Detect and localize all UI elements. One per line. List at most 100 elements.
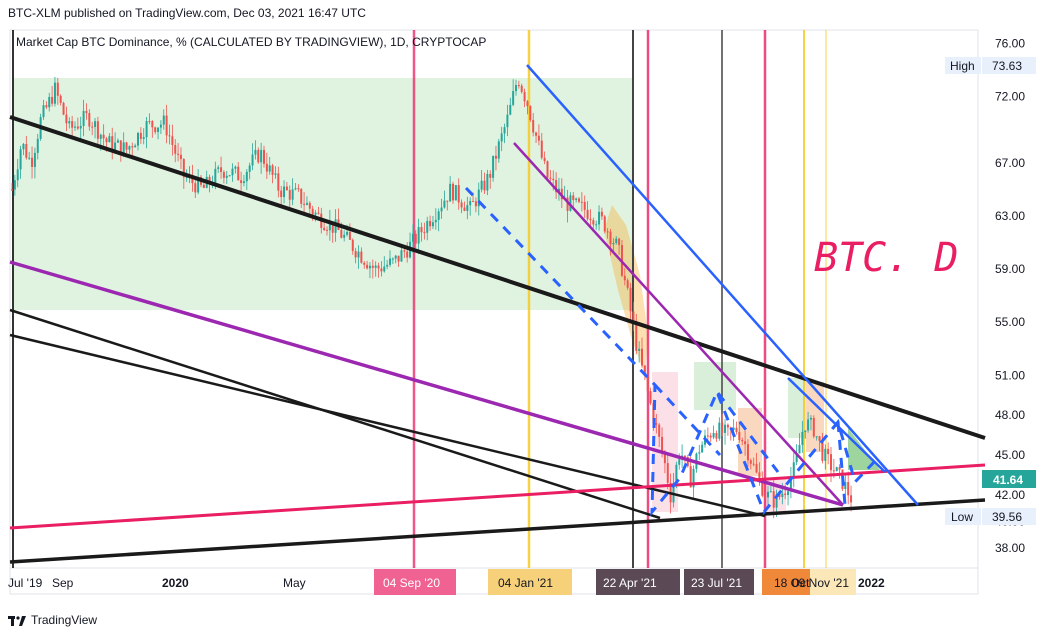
candle-body: [125, 142, 128, 150]
candle-body: [460, 202, 463, 208]
candle-body: [537, 135, 540, 141]
candle-body: [661, 436, 664, 453]
candle-body: [429, 220, 432, 227]
candle-body: [595, 224, 598, 226]
candle-body: [477, 189, 480, 207]
candle-body: [749, 460, 752, 464]
candle-body: [735, 427, 738, 432]
candle-body: [821, 440, 824, 461]
candle-body: [509, 104, 512, 115]
candle-body: [646, 375, 649, 392]
candle-body: [454, 185, 457, 201]
candle-body: [746, 444, 749, 461]
candle-body: [781, 493, 784, 498]
candle-body: [801, 431, 804, 445]
candle-body: [274, 173, 277, 175]
tradingview-logo-icon: [8, 615, 26, 626]
candle-body: [457, 185, 460, 203]
candle-body: [523, 91, 526, 102]
candle-body: [606, 231, 609, 233]
x-tick-jul19: Jul '19: [8, 576, 43, 590]
y-tick-label: 55.00: [995, 315, 1025, 329]
chart-title: Market Cap BTC Dominance, % (CALCULATED …: [16, 35, 486, 49]
candle-body: [328, 221, 331, 231]
candle-body: [220, 167, 223, 173]
candle-body: [386, 264, 389, 267]
candle-body: [535, 132, 538, 136]
candle-body: [643, 365, 646, 376]
candle-body: [543, 157, 546, 162]
candle-body: [303, 203, 306, 205]
candle-body: [738, 431, 741, 440]
candle-body: [632, 311, 635, 323]
candle-body: [317, 212, 320, 214]
candle-body: [434, 219, 437, 223]
candle-body: [234, 166, 237, 169]
candle-body: [638, 348, 641, 351]
y-tick-label: 76.00: [995, 36, 1025, 50]
last-price-tag-bg: [982, 470, 1036, 488]
candle-body: [526, 101, 529, 107]
candle-body: [36, 138, 39, 153]
candle-body: [726, 424, 729, 428]
candle-body: [391, 258, 394, 260]
tag-apr-21-bg: [596, 569, 680, 595]
candle-body: [263, 149, 265, 164]
candle-body: [815, 436, 818, 438]
candle-body: [222, 172, 225, 178]
candle-body: [641, 348, 643, 366]
candle-body: [383, 266, 386, 272]
candle-body: [62, 102, 65, 115]
orange-box-1: [738, 408, 762, 476]
high-tag-label: High: [950, 59, 975, 73]
candle-body: [672, 482, 675, 503]
candle-body: [578, 198, 580, 202]
candle-body: [340, 229, 343, 238]
candle-body: [769, 491, 772, 493]
candle-body: [835, 467, 838, 472]
candle-body: [380, 268, 383, 272]
candle-body: [758, 472, 761, 479]
candle-body: [231, 168, 234, 176]
candle-body: [371, 265, 374, 268]
candle-body: [348, 231, 351, 240]
candle-body: [403, 250, 406, 252]
candle-body: [443, 200, 446, 208]
y-tick-label: 42.00: [995, 488, 1025, 502]
candle-body: [165, 115, 168, 136]
candle-body: [159, 124, 162, 128]
candle-body: [615, 238, 618, 243]
candle-body: [580, 201, 583, 203]
candle-body: [139, 132, 142, 139]
y-tick-label: 72.00: [995, 89, 1025, 103]
candle-body: [589, 218, 592, 221]
candle-body: [812, 417, 815, 437]
tag-jul-21-bg: [684, 569, 754, 595]
candle-body: [157, 127, 160, 133]
tag-jan-21-bg: [488, 569, 572, 595]
candle-body: [795, 453, 798, 463]
candle-body: [583, 201, 586, 210]
candle-body: [655, 423, 658, 425]
high-value: 73.63: [992, 59, 1022, 73]
tag-oct-21-bg: [762, 569, 810, 595]
candle-body: [832, 470, 835, 472]
candle-body: [76, 126, 79, 129]
blue-dashed-leg-4: [836, 421, 847, 506]
candle-body: [265, 163, 268, 172]
candle-body: [182, 159, 185, 178]
candle-body: [798, 444, 801, 454]
tag-nov-21-bg: [810, 569, 856, 595]
candle-body: [22, 143, 25, 150]
candle-body: [830, 454, 832, 471]
candle-body: [552, 178, 555, 181]
candle-body: [294, 188, 297, 190]
x-axis-ticks: Jul '19 Sep 2020 May 2022: [8, 576, 885, 590]
candle-body: [818, 436, 821, 441]
candle-body: [784, 493, 787, 495]
candle-body: [202, 184, 205, 188]
green-box-2: [788, 378, 806, 438]
blue-dashed-zigzag: [464, 186, 880, 517]
candle-body: [489, 173, 492, 178]
